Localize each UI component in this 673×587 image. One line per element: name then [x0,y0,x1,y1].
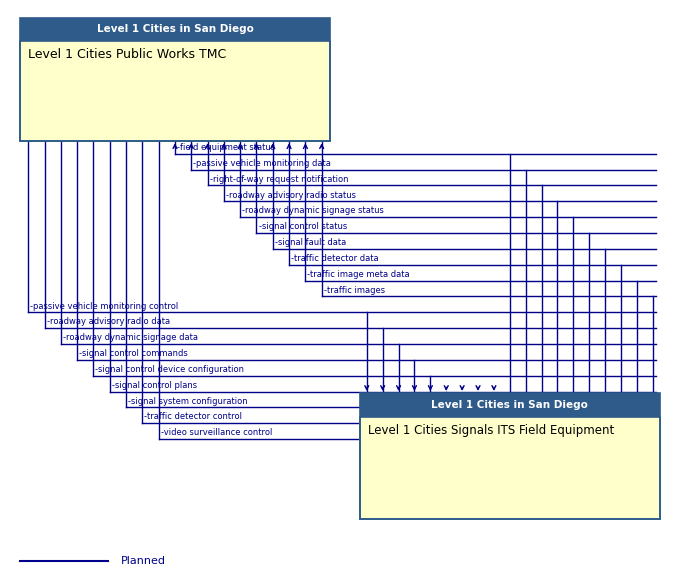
Text: Level 1 Cities Signals ITS Field Equipment: Level 1 Cities Signals ITS Field Equipme… [368,424,614,437]
Text: -signal fault data: -signal fault data [275,238,346,247]
Bar [20,41,330,141]
Text: Level 1 Cities in San Diego: Level 1 Cities in San Diego [431,400,588,410]
Text: -roadway advisory radio data: -roadway advisory radio data [46,318,170,326]
Text: -roadway dynamic signage data: -roadway dynamic signage data [63,333,198,342]
Text: -signal system configuration: -signal system configuration [128,397,248,406]
Text: -video surveillance control: -video surveillance control [161,429,272,437]
Text: Level 1 Cities Public Works TMC: Level 1 Cities Public Works TMC [28,48,227,61]
Text: -passive vehicle monitoring data: -passive vehicle monitoring data [193,159,331,168]
Text: -signal control status: -signal control status [258,222,347,231]
Text: -traffic detector control: -traffic detector control [145,413,242,421]
Text: -field equipment status: -field equipment status [177,143,275,152]
Text: -passive vehicle monitoring control: -passive vehicle monitoring control [30,302,178,311]
Text: -signal control device configuration: -signal control device configuration [96,365,244,374]
Text: Level 1 Cities in San Diego: Level 1 Cities in San Diego [96,24,254,35]
Text: -traffic image meta data: -traffic image meta data [308,270,410,279]
Text: -roadway advisory radio status: -roadway advisory radio status [226,191,356,200]
Text: Planned: Planned [121,555,166,566]
Text: -traffic images: -traffic images [324,286,385,295]
Bar [20,18,330,41]
Text: -traffic detector data: -traffic detector data [291,254,379,263]
Bar [20,18,330,141]
Text: -signal control plans: -signal control plans [112,381,197,390]
Bar [360,393,660,519]
Bar [360,393,660,417]
Text: -right-of-way request notification: -right-of-way request notification [209,175,348,184]
Bar [360,417,660,519]
Text: -roadway dynamic signage status: -roadway dynamic signage status [242,207,384,215]
Text: -signal control commands: -signal control commands [79,349,188,358]
